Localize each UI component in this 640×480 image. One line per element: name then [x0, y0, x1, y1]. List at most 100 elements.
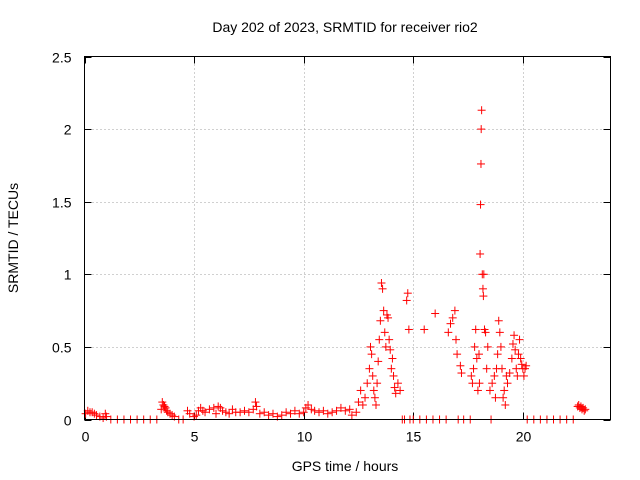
data-point — [310, 406, 319, 415]
x-tick-label: 5 — [191, 429, 199, 445]
data-point — [384, 313, 393, 322]
data-point — [255, 409, 264, 418]
data-point — [378, 284, 387, 293]
data-point — [295, 409, 304, 418]
data-point — [365, 364, 374, 373]
data-point — [469, 364, 478, 373]
data-point — [517, 360, 526, 369]
data-point — [404, 325, 413, 334]
data-point — [367, 350, 376, 359]
axis-ticks: 0 5 10 15 20 0 0.5 1 1.5 2 2.5 — [52, 50, 611, 445]
data-point — [268, 409, 277, 418]
data-point — [516, 354, 525, 363]
data-point — [496, 342, 505, 351]
data-point — [494, 316, 503, 325]
data-point — [374, 357, 383, 366]
data-point — [479, 292, 488, 301]
data-point — [244, 408, 253, 417]
data-point — [478, 284, 487, 293]
data-point — [328, 408, 337, 417]
y-tick-label: 2 — [64, 122, 72, 138]
data-point — [375, 335, 384, 344]
data-point — [99, 414, 108, 423]
data-point — [185, 409, 194, 418]
data-point — [519, 371, 528, 380]
data-point — [495, 328, 504, 337]
data-point — [444, 328, 453, 337]
data-point — [221, 408, 230, 417]
data-point — [282, 408, 291, 417]
data-point — [366, 342, 375, 351]
data-point — [240, 406, 249, 415]
data-point — [389, 371, 398, 380]
data-point — [354, 398, 363, 407]
data-point — [391, 389, 400, 398]
data-point — [361, 393, 370, 402]
data-point — [475, 379, 484, 388]
data-point — [403, 289, 412, 298]
y-tick-label: 1 — [64, 267, 72, 283]
x-tick-label: 20 — [516, 429, 532, 445]
data-point — [467, 371, 476, 380]
data-point — [581, 405, 590, 414]
data-point — [420, 325, 429, 334]
data-point — [307, 405, 316, 414]
data-point — [476, 200, 485, 209]
data-point — [498, 364, 507, 373]
x-tick-label: 0 — [82, 429, 90, 445]
data-point — [481, 328, 490, 337]
data-point — [201, 408, 210, 417]
data-point — [475, 350, 483, 359]
chart-title: Day 202 of 2023, SRMTID for receiver rio… — [212, 19, 478, 35]
data-point — [370, 393, 379, 402]
data-point — [386, 345, 395, 354]
data-point — [304, 400, 313, 409]
data-point — [387, 364, 396, 373]
data-point — [393, 379, 402, 388]
data-point — [264, 411, 273, 420]
data-point — [479, 270, 488, 279]
data-point — [260, 408, 269, 417]
data-point — [488, 379, 497, 388]
data-point — [402, 296, 411, 305]
y-tick-label: 2.5 — [52, 50, 72, 66]
data-point — [471, 325, 480, 334]
data-points — [81, 106, 590, 424]
data-point — [341, 406, 350, 415]
data-point — [507, 354, 516, 363]
data-point — [369, 386, 378, 395]
data-point — [503, 379, 512, 388]
data-point — [508, 339, 517, 348]
data-point — [379, 306, 388, 315]
data-point — [336, 403, 345, 412]
data-point — [450, 306, 459, 315]
data-point — [323, 409, 332, 418]
data-point — [376, 316, 385, 325]
data-point — [315, 408, 324, 417]
data-point — [491, 393, 500, 402]
data-point — [358, 400, 367, 409]
y-axis-label: SRMTID / TECUs — [5, 183, 21, 293]
data-point — [456, 361, 465, 370]
data-point — [92, 411, 101, 420]
data-point — [299, 408, 308, 417]
data-point — [511, 345, 520, 354]
data-point — [396, 386, 405, 395]
y-tick-label: 0.5 — [52, 340, 72, 356]
data-point — [453, 350, 462, 359]
data-point — [483, 342, 492, 351]
data-point — [468, 379, 477, 388]
data-point — [277, 411, 286, 420]
data-point — [522, 361, 531, 370]
data-point — [218, 406, 227, 415]
data-point — [501, 400, 510, 409]
data-point — [431, 309, 440, 318]
data-point — [380, 328, 389, 337]
data-point — [347, 411, 356, 420]
data-point — [388, 354, 397, 363]
data-point — [470, 342, 479, 351]
data-point — [515, 335, 524, 344]
data-point — [373, 379, 382, 388]
data-point — [286, 409, 295, 418]
